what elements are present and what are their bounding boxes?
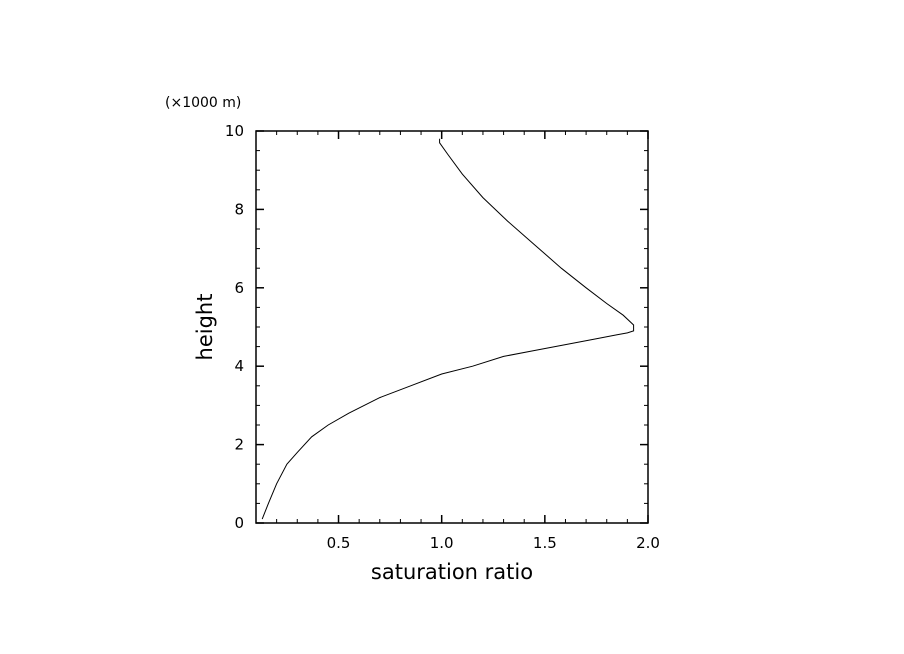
minor-ticks [256, 131, 648, 523]
y-axis-title: height [193, 294, 217, 361]
y-tick-label: 2 [234, 436, 244, 454]
y-tick-label: 0 [234, 514, 244, 532]
y-tick-labels: 0 2 4 6 8 10 [225, 122, 244, 532]
x-tick-labels: 0.5 1.0 1.5 2.0 [327, 534, 660, 552]
x-axis-title: saturation ratio [371, 560, 533, 584]
y-tick-label: 8 [234, 200, 244, 218]
x-tick-label: 1.0 [430, 534, 454, 552]
series-line-saturation-profile [261, 138, 635, 520]
y-tick-label: 10 [225, 122, 244, 140]
x-tick-label: 2.0 [636, 534, 660, 552]
major-ticks [256, 130, 649, 524]
y-tick-label: 6 [234, 279, 244, 297]
y-tick-label: 4 [234, 357, 244, 375]
x-tick-label: 1.5 [533, 534, 557, 552]
y-axis-unit-label: (×1000 m) [165, 95, 241, 111]
plot-frame [255, 130, 649, 524]
x-tick-label: 0.5 [327, 534, 351, 552]
